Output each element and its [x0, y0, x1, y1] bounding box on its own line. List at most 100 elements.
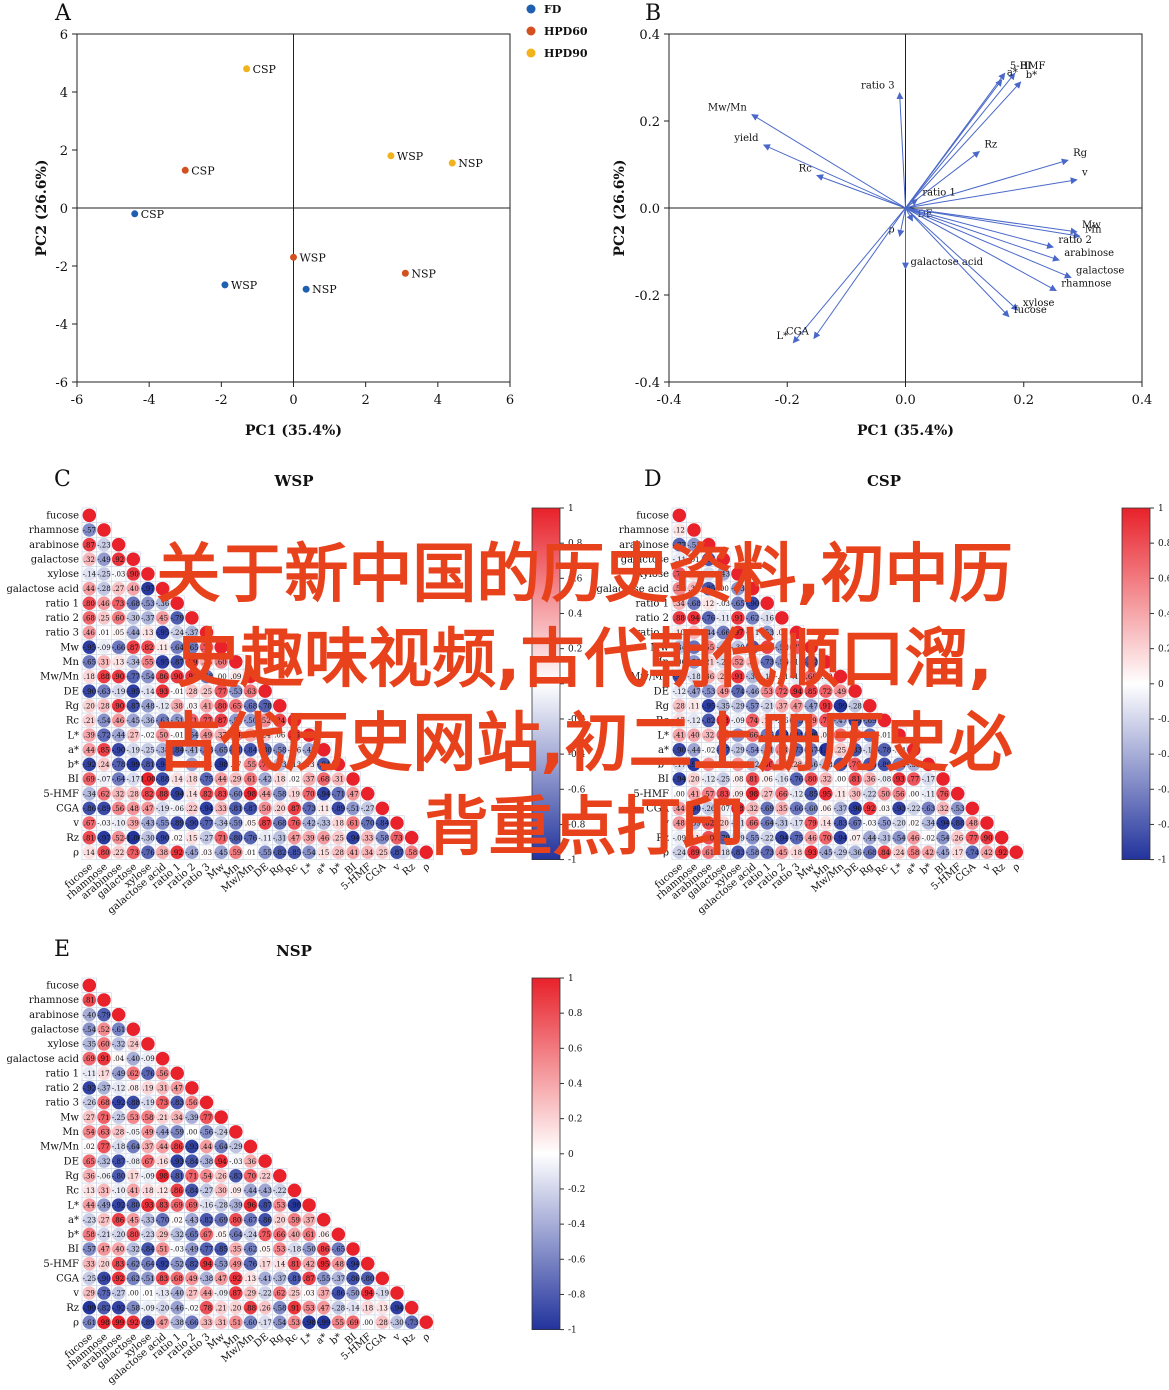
- correlation-value: .41: [201, 702, 212, 710]
- column-label: a*: [314, 1331, 329, 1346]
- correlation-value: -.17: [922, 776, 936, 784]
- correlation-value: -.57: [83, 1246, 97, 1254]
- correlation-value: -.34: [673, 644, 687, 652]
- correlation-value: .03: [879, 805, 890, 813]
- correlation-value: -.30: [731, 644, 745, 652]
- x-tick-label: 2: [362, 393, 370, 408]
- point-label: WSP: [300, 251, 327, 264]
- x-tick-label: -6: [71, 393, 84, 408]
- correlation-value: .35: [776, 805, 787, 813]
- x-tick-label: -0.2: [775, 393, 800, 408]
- row-label: Rc: [66, 1186, 80, 1197]
- correlation-value: -.45: [302, 746, 316, 754]
- correlation-circle: [111, 1007, 126, 1022]
- correlation-value: .53: [289, 1319, 300, 1327]
- loading-label: Rc: [799, 163, 813, 174]
- correlation-value: -.77: [200, 1246, 214, 1254]
- row-label: arabinose: [29, 540, 79, 551]
- colorbar: [531, 977, 561, 1331]
- correlation-value: -.60: [244, 1319, 258, 1327]
- correlation-value: -.86: [332, 1290, 346, 1298]
- correlation-value: .34: [172, 1114, 184, 1122]
- correlation-value: -.51: [141, 1275, 155, 1283]
- correlation-value: .93: [894, 776, 905, 784]
- correlation-value: .79: [820, 717, 831, 725]
- correlation-circle: [97, 611, 111, 625]
- correlation-value: .43: [776, 761, 787, 769]
- correlation-value: .20: [98, 1260, 109, 1268]
- correlation-value: .69: [172, 1202, 183, 1210]
- correlation-value: -.64: [141, 1260, 155, 1268]
- correlation-value: -.65: [185, 1231, 199, 1239]
- point-label: NSP: [458, 157, 483, 170]
- correlation-circle: [273, 699, 287, 713]
- correlation-value: -.09: [97, 644, 111, 652]
- correlation-value: .76: [674, 571, 686, 579]
- correlation-value: -.11: [200, 761, 214, 769]
- correlation-value: .98: [98, 1319, 109, 1327]
- correlation-value: -.62: [244, 1246, 258, 1254]
- correlation-circle: [82, 625, 97, 640]
- y-axis-label: PC2 (26.6%): [612, 160, 628, 257]
- correlation-value: .20: [274, 805, 285, 813]
- correlation-value: -.94: [170, 790, 184, 798]
- correlation-value: -.35: [746, 673, 760, 681]
- column-label: Rz: [991, 861, 1008, 878]
- correlation-value: .25: [377, 849, 388, 857]
- correlation-value: -.93: [892, 805, 906, 813]
- correlation-value: -.02: [922, 834, 936, 842]
- correlation-circle: [716, 552, 731, 567]
- column-label: L*: [299, 861, 315, 877]
- correlation-value: -.43: [717, 571, 731, 579]
- column-label: ρ: [421, 1331, 433, 1343]
- colorbar-tick-label: 0: [568, 680, 574, 690]
- correlation-value: .37: [318, 1290, 329, 1298]
- correlation-value: .25: [98, 615, 109, 623]
- correlation-value: .14: [84, 849, 96, 857]
- y-tick-label: 0.4: [639, 28, 660, 43]
- correlation-value: .13: [142, 629, 153, 637]
- correlation-value: -.84: [702, 556, 716, 564]
- correlation-value: -.12: [673, 688, 687, 696]
- colorbar: [531, 507, 561, 861]
- correlation-value: -.65: [83, 658, 97, 666]
- correlation-value: .32: [84, 556, 95, 564]
- x-tick-label: -4: [143, 393, 156, 408]
- correlation-circle: [126, 684, 141, 698]
- correlation-value: .56: [113, 805, 125, 813]
- correlation-value: -.25: [717, 776, 731, 784]
- correlation-value: -.19: [112, 688, 126, 696]
- correlation-value: .61: [245, 776, 256, 784]
- row-label: galactose: [31, 1024, 79, 1035]
- correlation-value: .67: [201, 1231, 212, 1239]
- row-label: rhamnose: [29, 525, 79, 536]
- correlation-value: .36: [245, 1158, 257, 1166]
- y-tick-label: -6: [55, 376, 68, 391]
- correlation-circle: [950, 786, 965, 801]
- correlation-value: .41: [128, 1187, 139, 1195]
- correlation-circle: [258, 699, 272, 713]
- correlation-value: -.51: [346, 805, 360, 813]
- correlation-value: .81: [84, 834, 95, 842]
- correlation-circle: [199, 669, 214, 684]
- correlation-value: -.96: [848, 805, 862, 813]
- correlation-value: .24: [894, 849, 906, 857]
- correlation-value: -.83: [229, 1172, 243, 1180]
- correlation-circle: [141, 713, 155, 728]
- correlation-circle: [273, 1169, 287, 1183]
- correlation-circle: [97, 669, 111, 684]
- correlation-value: .21: [157, 1114, 168, 1122]
- correlation-value: .68: [318, 776, 329, 784]
- correlation-value: -.84: [185, 1158, 199, 1166]
- correlation-value: -.52: [775, 644, 789, 652]
- correlation-value: .06: [318, 1231, 330, 1239]
- loading-arrow: [905, 207, 1060, 262]
- correlation-value: -.94: [390, 1304, 404, 1312]
- correlation-value: -.92: [83, 1085, 97, 1093]
- loading-arrow: [905, 207, 1072, 279]
- correlation-value: -.65: [332, 1246, 346, 1254]
- correlation-value: .46: [98, 600, 110, 608]
- correlation-value: -.92: [112, 1202, 126, 1210]
- correlation-value: -.58: [746, 849, 760, 857]
- colorbar-tick-label: 0.6: [1158, 574, 1169, 584]
